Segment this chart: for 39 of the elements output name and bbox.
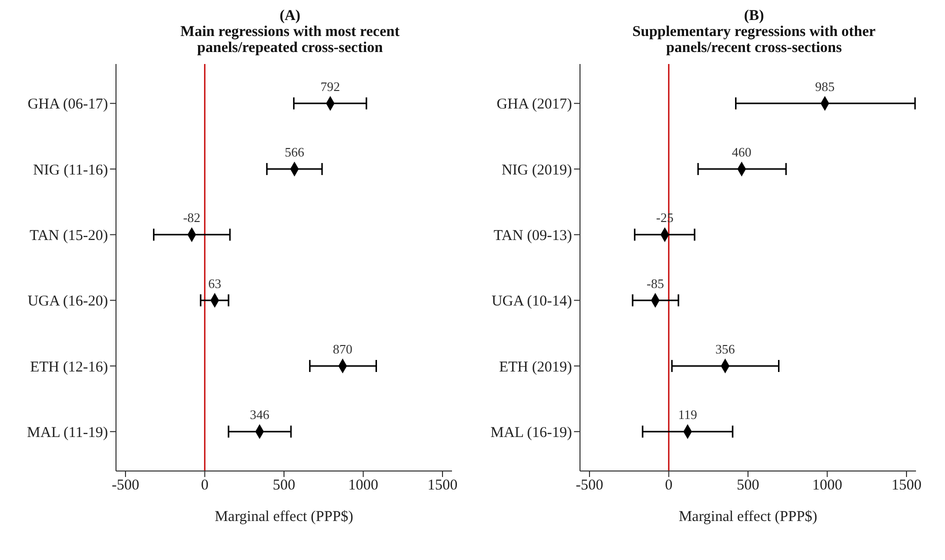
x-axis-title: Marginal effect (PPP$) — [678, 509, 818, 525]
y-tick-label: UGA (16-20) — [28, 294, 108, 310]
data-label: 566 — [284, 144, 305, 160]
y-tick-label: NIG (2019) — [502, 162, 572, 178]
chart-title: (B) — [743, 8, 765, 24]
x-tick-label: 1000 — [812, 478, 842, 494]
data-label: 985 — [815, 78, 835, 94]
x-tick-label: 1500 — [427, 478, 458, 494]
x-tick-label: 0 — [201, 478, 209, 494]
y-tick-label: MAL (16-19) — [490, 424, 572, 441]
y-tick-label: TAN (09-13) — [494, 228, 572, 244]
x-tick-label: 1000 — [348, 478, 378, 494]
data-label: 460 — [732, 144, 752, 160]
x-axis-title: Marginal effect (PPP$) — [214, 509, 354, 525]
data-label: 356 — [715, 341, 736, 356]
y-tick-label: UGA (10-14) — [492, 294, 572, 310]
chart-title: (A) — [278, 8, 302, 24]
y-tick-label: NIG (11-16) — [33, 162, 108, 178]
y-tick-label: ETH (2019) — [499, 359, 572, 376]
y-tick-label: GHA (06-17) — [28, 96, 108, 113]
y-tick-label: MAL (11-19) — [27, 424, 108, 441]
x-tick-label: 500 — [272, 478, 296, 494]
data-label: 870 — [332, 341, 352, 356]
data-label: 119 — [678, 407, 698, 422]
data-label: 346 — [250, 407, 270, 422]
data-label: -82 — [183, 210, 200, 226]
data-label: -85 — [646, 276, 664, 291]
x-tick-label: -500 — [112, 478, 140, 494]
x-tick-label: 500 — [736, 478, 760, 494]
y-tick-label: TAN (15-20) — [30, 228, 108, 244]
x-tick-label: -500 — [576, 478, 604, 494]
y-tick-label: ETH (12-16) — [30, 359, 108, 376]
y-tick-label: GHA (2017) — [496, 96, 572, 113]
chart-subtitle: Supplementary regressions with other panels/recent cross-sections — [631, 24, 877, 56]
chart-subtitle: Main regressions with most recent panels/repeated cross-section — [179, 24, 401, 56]
data-label: 63 — [208, 276, 222, 291]
data-label: 792 — [320, 78, 340, 94]
x-tick-label: 0 — [665, 478, 673, 494]
x-tick-label: 1500 — [891, 478, 922, 494]
